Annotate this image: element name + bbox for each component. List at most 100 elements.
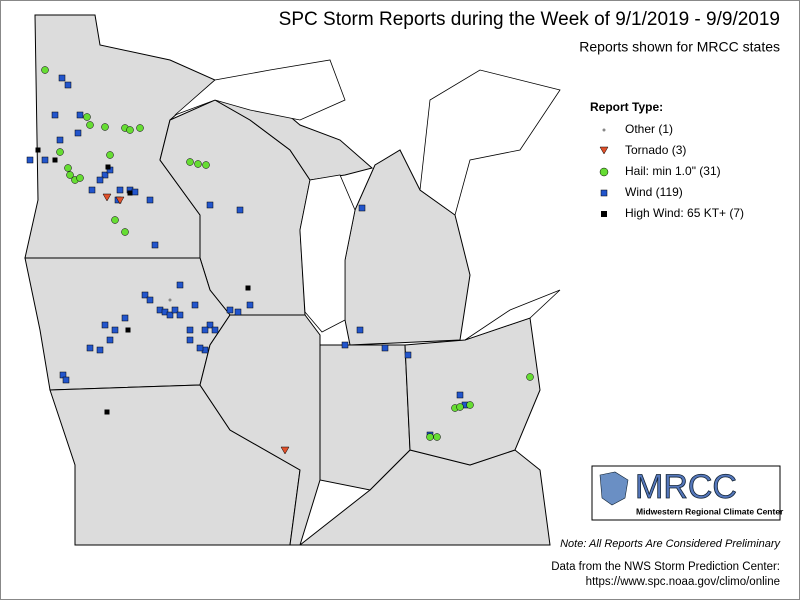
logo-icon (599, 471, 629, 506)
hail-report (433, 433, 441, 441)
wind-report (141, 291, 149, 299)
report-markers (26, 66, 534, 455)
wind-report (226, 306, 234, 314)
wind-report (191, 301, 199, 309)
wind-report (26, 156, 34, 164)
wind-report (211, 326, 219, 334)
hail-report (83, 113, 91, 121)
legend-item: High Wind: 65 KT+ (7) (625, 206, 744, 220)
wind-report (121, 314, 129, 322)
wind-report (74, 129, 82, 137)
wind-report (96, 176, 104, 184)
wind-report (171, 306, 179, 314)
hail-report (202, 161, 210, 169)
legend-item: Tornado (3) (625, 143, 686, 157)
legend-symbol (602, 128, 606, 132)
wind-report (101, 171, 109, 179)
wind-report (404, 351, 412, 359)
legend-symbol (601, 211, 607, 217)
indiana (319, 344, 411, 491)
high-wind-report (104, 409, 110, 415)
wind-report (236, 206, 244, 214)
lake-huron (419, 69, 561, 216)
wind-report (51, 111, 59, 119)
hail-report (41, 66, 49, 74)
wind-report (358, 204, 366, 212)
high-wind-report (245, 285, 251, 291)
source-url: https://www.spc.noaa.gov/climo/online (586, 576, 780, 588)
high-wind-report (125, 327, 131, 333)
hail-report (66, 171, 74, 179)
wind-report (356, 326, 364, 334)
illinois (199, 314, 321, 546)
map-title: SPC Storm Reports during the Week of 9/1… (279, 9, 780, 30)
wind-report (341, 341, 349, 349)
legend: Report Type: Other (1) Tornado (3) Hail:… (590, 100, 744, 220)
legend-symbol (600, 189, 608, 197)
wind-report (131, 188, 139, 196)
hail-report (111, 216, 119, 224)
wind-report (234, 308, 242, 316)
high-wind-report (52, 157, 58, 163)
wind-report (186, 326, 194, 334)
wind-report (106, 336, 114, 344)
states (24, 14, 561, 546)
note: Note: All Reports Are Considered Prelimi… (560, 538, 781, 550)
hail-report (426, 433, 434, 441)
wind-report (64, 81, 72, 89)
legend-symbol (599, 167, 609, 177)
wind-report (111, 326, 119, 334)
hail-report (64, 164, 72, 172)
wind-report (186, 336, 194, 344)
hail-report (194, 160, 202, 168)
wind-report (146, 296, 154, 304)
wind-report (146, 196, 154, 204)
wind-report (86, 344, 94, 352)
wind-report (76, 111, 84, 119)
logo-text: MRCC (635, 468, 737, 506)
high-wind-report (105, 164, 111, 170)
hail-report (456, 403, 464, 411)
legend-symbol (599, 146, 609, 155)
wind-report (381, 344, 389, 352)
hail-report (466, 401, 474, 409)
map-subtitle: Reports shown for MRCC states (579, 39, 780, 55)
hail-report (136, 124, 144, 132)
lake-erie (464, 289, 561, 341)
legend-item: Other (1) (625, 122, 673, 136)
hail-report (121, 228, 129, 236)
hail-report (76, 174, 84, 182)
hail-report (101, 123, 109, 131)
wind-report (206, 201, 214, 209)
hail-report (86, 121, 94, 129)
legend-title: Report Type: (590, 100, 663, 114)
legend-item: Wind (119) (625, 185, 683, 199)
source-line: Data from the NWS Storm Prediction Cente… (551, 561, 780, 573)
legend-item: Hail: min 1.0" (31) (625, 164, 721, 178)
logo-caption: Midwestern Regional Climate Center (636, 506, 784, 516)
wind-report (206, 321, 214, 329)
wind-report (176, 311, 184, 319)
tornado-report (115, 196, 125, 205)
wind-report (116, 186, 124, 194)
wind-report (151, 241, 159, 249)
tornado-report (280, 446, 290, 455)
wind-report (41, 156, 49, 164)
wind-report (58, 74, 66, 82)
iowa (24, 257, 231, 391)
hail-report (526, 373, 534, 381)
high-wind-report (35, 147, 41, 153)
hail-report (56, 148, 64, 156)
other-report (168, 298, 172, 302)
wind-report (456, 391, 464, 399)
wind-report (96, 346, 104, 354)
hail-report (106, 151, 114, 159)
hail-report (186, 158, 194, 166)
wind-report (201, 326, 209, 334)
wind-report (246, 301, 254, 309)
wind-report (56, 136, 64, 144)
wind-report (88, 186, 96, 194)
lake-michigan (299, 174, 356, 333)
high-wind-report (127, 190, 133, 196)
